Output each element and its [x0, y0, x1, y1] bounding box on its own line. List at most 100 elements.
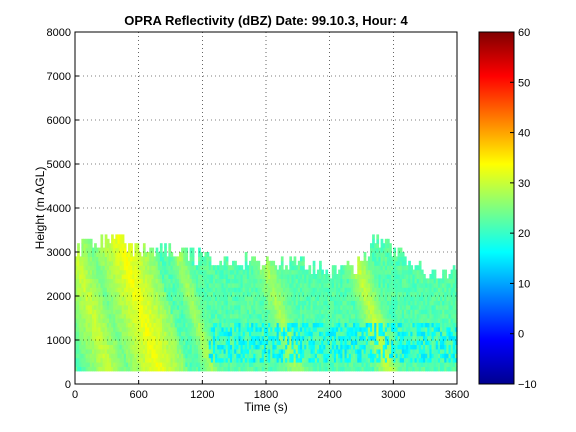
heatmap-cell: [119, 313, 123, 319]
heatmap-cell: [374, 260, 377, 266]
heatmap-cell: [155, 256, 159, 262]
heatmap-cell: [181, 260, 184, 266]
heatmap-cell: [251, 335, 254, 341]
heatmap-cell: [399, 318, 403, 323]
heatmap-cell: [314, 335, 318, 341]
heatmap-cell: [384, 335, 388, 341]
heatmap-cell: [166, 282, 169, 288]
heatmap-cell: [168, 287, 172, 293]
heatmap-cell: [397, 313, 401, 319]
heatmap-cell: [440, 318, 443, 323]
heatmap-cell: [308, 278, 312, 284]
heatmap-cell: [153, 322, 157, 328]
heatmap-cell: [136, 353, 140, 359]
heatmap-cell: [454, 287, 458, 293]
heatmap-cell: [225, 344, 229, 350]
heatmap-cell: [401, 256, 405, 262]
heatmap-cell: [346, 282, 350, 288]
heatmap-cell: [274, 265, 278, 271]
heatmap-cell: [403, 291, 407, 297]
heatmap-cell: [174, 304, 178, 310]
heatmap-cell: [376, 348, 380, 354]
heatmap-cell: [367, 256, 371, 262]
heatmap-cell: [268, 344, 271, 350]
heatmap-cell: [261, 269, 265, 275]
heatmap-cell: [268, 291, 271, 297]
heatmap-cell: [136, 269, 140, 275]
heatmap-cell: [145, 318, 148, 323]
heatmap-cell: [81, 278, 85, 284]
heatmap-cell: [108, 344, 112, 350]
heatmap-cell: [234, 335, 237, 341]
heatmap-cell: [168, 282, 172, 288]
heatmap-cell: [272, 335, 276, 341]
heatmap-cell: [285, 357, 288, 363]
heatmap-cell: [263, 287, 267, 293]
heatmap-cell: [325, 309, 329, 315]
heatmap-cell: [164, 331, 167, 337]
heatmap-cell: [119, 296, 123, 301]
heatmap-cell: [452, 331, 456, 337]
heatmap-cell: [378, 278, 382, 284]
heatmap-cell: [420, 366, 424, 372]
heatmap-cell: [125, 318, 129, 323]
heatmap-cell: [170, 313, 174, 319]
heatmap-cell: [221, 331, 225, 337]
heatmap-cell: [208, 291, 212, 297]
heatmap-cell: [374, 269, 377, 275]
heatmap-cell: [102, 309, 106, 315]
heatmap-cell: [306, 344, 310, 350]
heatmap-cell: [393, 278, 397, 284]
heatmap-cell: [323, 322, 327, 328]
heatmap-cell: [357, 322, 360, 328]
heatmap-cell: [372, 265, 375, 271]
heatmap-cell: [153, 357, 157, 363]
heatmap-cell: [98, 287, 102, 293]
heatmap-cell: [302, 335, 305, 341]
heatmap-cell: [401, 252, 405, 257]
heatmap-cell: [185, 278, 189, 284]
heatmap-cell: [164, 291, 167, 297]
heatmap-cell: [189, 362, 193, 367]
heatmap-cell: [255, 278, 259, 284]
heatmap-cell: [397, 348, 401, 354]
heatmap-cell: [138, 278, 142, 284]
heatmap-cell: [164, 265, 167, 271]
heatmap-cell: [393, 322, 397, 328]
heatmap-cell: [312, 260, 316, 266]
heatmap-cell: [117, 243, 121, 249]
heatmap-cell: [157, 304, 161, 310]
heatmap-cell: [425, 331, 428, 337]
heatmap-cell: [431, 296, 435, 301]
heatmap-cell: [195, 322, 199, 328]
heatmap-cell: [121, 331, 125, 337]
heatmap-cell: [234, 278, 237, 284]
heatmap-cell: [344, 313, 348, 319]
heatmap-cell: [178, 344, 182, 350]
heatmap-cell: [282, 331, 286, 337]
heatmap-cell: [429, 362, 433, 367]
heatmap-cell: [268, 309, 271, 315]
heatmap-cell: [350, 278, 354, 284]
heatmap-cell: [215, 309, 218, 315]
heatmap-cell: [276, 362, 280, 367]
heatmap-cell: [246, 304, 250, 310]
heatmap-cell: [295, 331, 299, 337]
heatmap-cell: [350, 335, 354, 341]
heatmap-cell: [333, 348, 337, 354]
heatmap-cell: [304, 362, 307, 367]
colorbar-tick-label: 0: [518, 329, 524, 341]
heatmap-cell: [448, 335, 452, 341]
heatmap-cell: [121, 247, 125, 253]
heatmap-cell: [83, 252, 87, 257]
heatmap-cell: [217, 348, 220, 354]
heatmap-cell: [94, 282, 97, 288]
heatmap-cell: [338, 331, 341, 337]
heatmap-cell: [418, 296, 422, 301]
heatmap-cell: [376, 344, 380, 350]
heatmap-cell: [359, 304, 363, 310]
heatmap-cell: [232, 344, 235, 350]
heatmap-cell: [225, 300, 229, 306]
heatmap-cell: [372, 366, 375, 372]
heatmap-cell: [178, 304, 182, 310]
